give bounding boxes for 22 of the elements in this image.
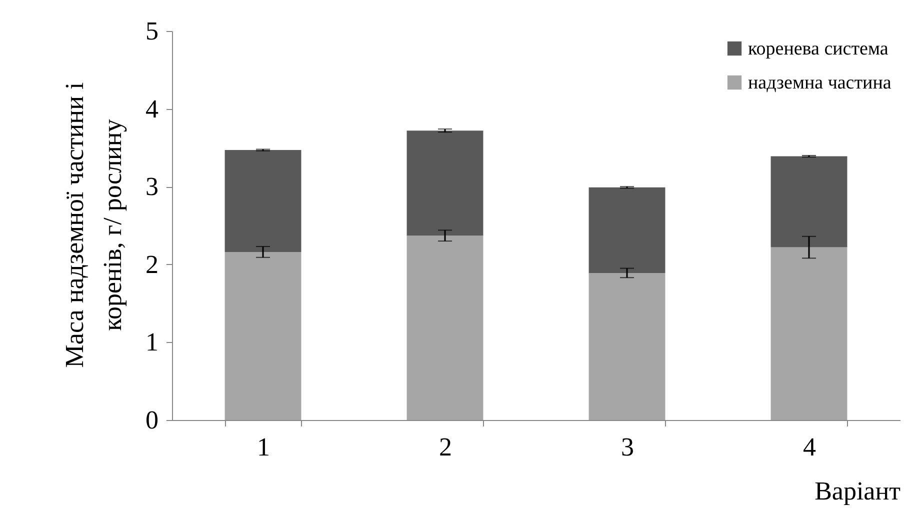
x-tick-label: 1 <box>257 432 270 462</box>
legend-label: коренева система <box>748 38 889 60</box>
y-tick-label: 2 <box>146 250 158 279</box>
bar <box>224 252 302 420</box>
bar <box>770 156 848 248</box>
x-tick-label: 4 <box>803 432 816 462</box>
bar <box>406 236 484 420</box>
bar <box>588 272 666 420</box>
bar <box>770 247 848 420</box>
x-axis-title: Варіант <box>814 476 900 506</box>
bar <box>224 150 302 252</box>
x-tick-label: 3 <box>621 432 634 462</box>
y-axis-title: Маса надземної частини і коренів, г/ рослину <box>60 82 127 368</box>
y-tick-label: 5 <box>146 16 158 46</box>
y-tick-label: 3 <box>146 172 158 202</box>
y-tick-label: 1 <box>146 328 158 357</box>
bar <box>588 187 666 273</box>
bar <box>406 130 484 236</box>
y-tick-label: 4 <box>146 94 158 124</box>
y-tick-label: 0 <box>146 406 158 434</box>
x-tick-label: 2 <box>439 432 452 462</box>
legend-label: надземна частина <box>748 72 892 94</box>
